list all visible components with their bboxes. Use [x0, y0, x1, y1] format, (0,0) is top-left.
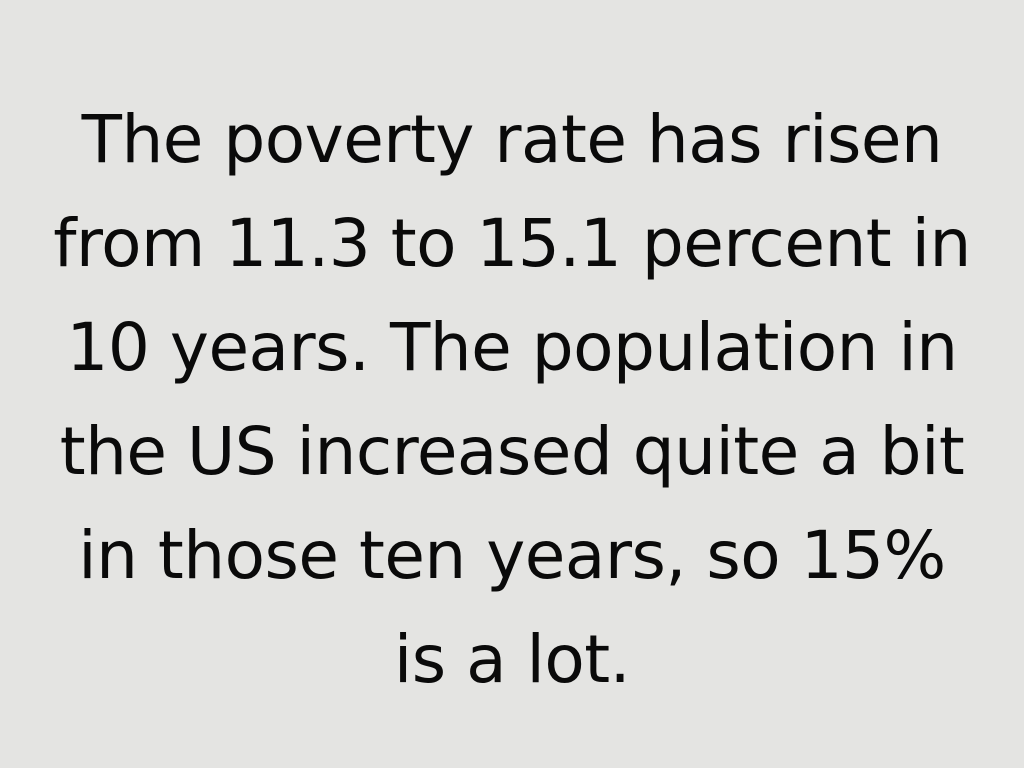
text-line-6: is a lot. — [393, 621, 631, 698]
slide-body-text: The poverty rate has risen from 11.3 to … — [0, 88, 1024, 712]
text-line-5: in those ten years, so 15% — [78, 517, 946, 594]
text-line-1: The poverty rate has risen — [81, 101, 943, 178]
text-line-3: 10 years. The population in — [66, 309, 958, 386]
text-line-2: from 11.3 to 15.1 percent in — [53, 205, 971, 282]
text-line-4: the US increased quite a bit — [59, 413, 965, 490]
